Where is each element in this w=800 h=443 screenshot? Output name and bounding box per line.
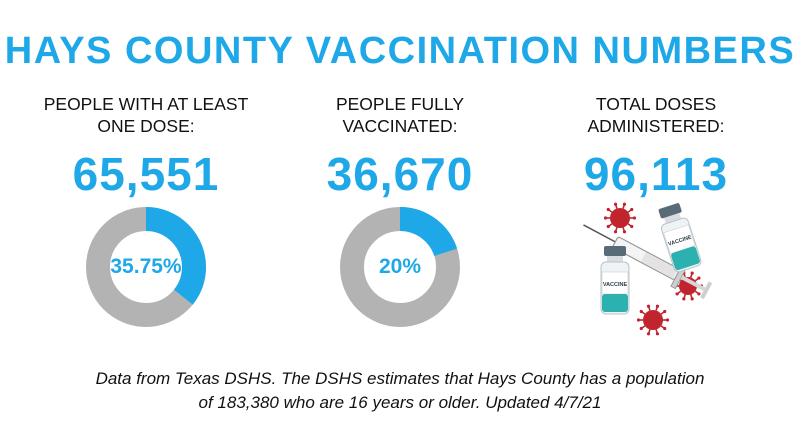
virus-icon [603,202,637,234]
donut-fully-vaccinated: 20% [340,207,460,327]
source-note-line2: of 183,380 who are 16 years or older. Up… [198,393,602,412]
stat-label-line2: ADMINISTERED: [587,116,725,136]
stat-label-line2: VACCINATED: [342,116,458,136]
stat-label: PEOPLE FULLY VACCINATED: [270,93,530,139]
stat-label: TOTAL DOSES ADMINISTERED: [526,93,786,139]
stat-value: 65,551 [72,148,220,200]
source-note: Data from Texas DSHS. The DSHS estimates… [0,367,800,415]
stat-label-line2: ONE DOSE: [97,116,195,136]
page-title: HAYS COUNTY VACCINATION NUMBERS [4,30,796,72]
vaccine-illustration: VACCINE VACCINE [580,188,730,338]
stat-label-line1: PEOPLE FULLY [335,94,465,114]
vial-label: VACCINE [603,282,628,288]
stat-label: PEOPLE WITH AT LEAST ONE DOSE: [16,93,276,139]
stat-total-doses: TOTAL DOSES ADMINISTERED: 96,113 [526,93,786,199]
donut-chart [340,207,460,327]
stat-value: 36,670 [326,148,474,200]
source-note-line1: Data from Texas DSHS. The DSHS estimates… [95,369,705,388]
vaccine-vial-icon: VACCINE [658,203,702,273]
donut-at-least-one-dose: 35.75% [86,207,206,327]
donut-chart [86,207,206,327]
stat-label-line1: PEOPLE WITH AT LEAST [43,94,249,114]
donut-fill [86,207,206,327]
stat-at-least-one-dose: PEOPLE WITH AT LEAST ONE DOSE: 65,551 [16,93,276,199]
donut-fill [340,207,460,327]
stat-value: 96,113 [583,148,729,200]
vaccine-vial-icon: VACCINE [600,246,630,315]
donut-percent-label: 35.75% [110,255,182,278]
stat-fully-vaccinated: PEOPLE FULLY VACCINATED: 36,670 [270,93,530,199]
virus-icon [636,304,670,336]
stat-label-line1: TOTAL DOSES [595,94,717,114]
donut-percent-label: 20% [378,255,422,278]
